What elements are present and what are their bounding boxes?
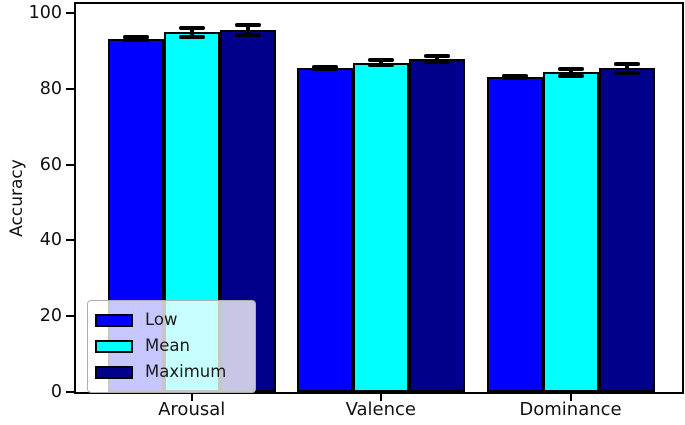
- error-bar-dominance-mean: [568, 68, 573, 76]
- error-cap-high-arousal-mean: [178, 25, 205, 30]
- error-bar-valence-maximum: [434, 55, 439, 62]
- legend-label-mean: Mean: [145, 336, 190, 355]
- bar-dominance-maximum: [598, 68, 655, 392]
- bar-valence-maximum: [408, 58, 465, 392]
- y-tick-80: [66, 87, 74, 90]
- bar-dominance-mean: [542, 72, 599, 392]
- y-tick-label-0: 0: [50, 382, 62, 402]
- x-tick-label-arousal: Arousal: [158, 399, 226, 420]
- y-tick-20: [66, 315, 74, 318]
- error-cap-low-arousal-low: [122, 38, 149, 43]
- error-cap-low-dominance-mean: [557, 73, 584, 78]
- x-tick-label-dominance: Dominance: [519, 399, 622, 420]
- y-tick-100: [66, 12, 74, 15]
- error-cap-high-valence-maximum: [423, 53, 450, 58]
- bar-dominance-low: [486, 76, 543, 392]
- error-cap-high-arousal-maximum: [234, 23, 261, 28]
- error-cap-high-dominance-low: [501, 73, 528, 78]
- legend-label-maximum: Maximum: [145, 362, 227, 381]
- error-cap-low-arousal-mean: [178, 34, 205, 39]
- error-cap-low-dominance-low: [501, 75, 528, 80]
- legend-swatch-mean: [95, 339, 133, 353]
- x-tick-label-valence: Valence: [345, 399, 416, 420]
- error-cap-high-dominance-mean: [557, 66, 584, 71]
- error-cap-high-dominance-maximum: [613, 61, 640, 66]
- y-tick-label-100: 100: [28, 3, 62, 24]
- plot-area: Low Mean Maximum: [74, 2, 684, 394]
- error-cap-high-valence-mean: [367, 58, 394, 63]
- y-tick-label-20: 20: [39, 306, 62, 327]
- error-bar-arousal-mean: [189, 27, 194, 37]
- error-bar-arousal-maximum: [245, 25, 250, 36]
- x-tick-dominance: [569, 394, 572, 401]
- error-bar-valence-mean: [378, 60, 383, 66]
- legend: Low Mean Maximum: [87, 300, 256, 393]
- error-cap-low-dominance-maximum: [613, 71, 640, 76]
- legend-swatch-low: [95, 313, 133, 327]
- y-tick-label-60: 60: [39, 154, 62, 175]
- legend-item-mean: Mean: [95, 333, 247, 359]
- error-cap-high-valence-low: [311, 64, 338, 69]
- y-tick-label-40: 40: [39, 230, 62, 251]
- y-tick-label-80: 80: [39, 78, 62, 99]
- error-cap-low-valence-maximum: [423, 59, 450, 64]
- x-tick-valence: [379, 394, 382, 401]
- legend-item-maximum: Maximum: [95, 359, 247, 385]
- error-cap-low-valence-mean: [367, 63, 394, 68]
- legend-label-low: Low: [145, 310, 178, 329]
- x-tick-arousal: [190, 394, 193, 401]
- y-tick-40: [66, 239, 74, 242]
- error-cap-high-arousal-low: [122, 34, 149, 39]
- legend-swatch-maximum: [95, 365, 133, 379]
- bar-valence-low: [296, 67, 353, 392]
- legend-item-low: Low: [95, 307, 247, 333]
- error-bar-dominance-maximum: [624, 63, 629, 74]
- y-tick-0: [66, 391, 74, 393]
- y-tick-60: [66, 163, 74, 166]
- error-cap-low-valence-low: [311, 66, 338, 71]
- bar-valence-mean: [352, 62, 409, 392]
- error-cap-low-arousal-maximum: [234, 33, 261, 38]
